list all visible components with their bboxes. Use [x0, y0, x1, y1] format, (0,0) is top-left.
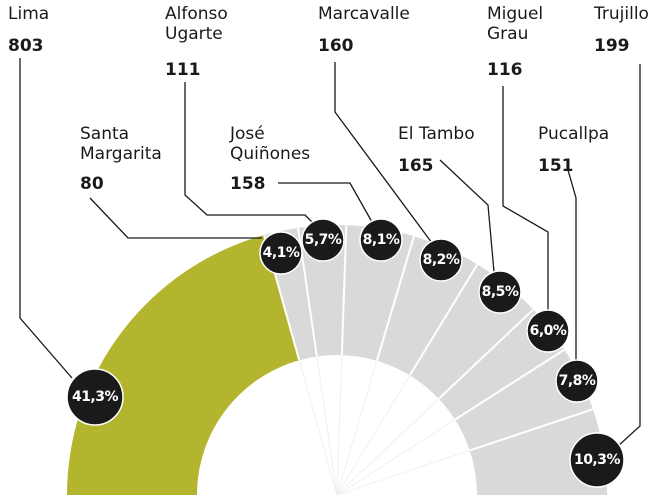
value-label: 8,1% — [363, 232, 400, 248]
category-label: José Quiñones — [230, 124, 311, 164]
inner-line — [336, 419, 456, 495]
value-label: 6,0% — [530, 323, 567, 339]
count-label: 151 — [538, 156, 574, 176]
value-label: 10,3% — [574, 452, 621, 468]
value-bubble — [301, 218, 345, 262]
category-label: Lima — [8, 4, 50, 24]
segment — [67, 235, 300, 495]
inner-line — [298, 360, 338, 495]
count-label: 116 — [487, 60, 523, 80]
leader-line — [334, 62, 433, 244]
value-label: 8,5% — [482, 284, 519, 300]
leader-line — [567, 169, 577, 362]
inner-line — [316, 356, 338, 495]
category-label: Alfonso Ugarte — [165, 4, 228, 44]
value-label: 41,3% — [72, 389, 119, 405]
segment — [469, 409, 607, 495]
count-label: 803 — [8, 36, 44, 56]
category-label: El Tambo — [398, 124, 475, 144]
inner-line — [336, 375, 411, 495]
leader-line — [19, 58, 73, 379]
leader-line — [439, 159, 495, 273]
separator — [408, 263, 479, 376]
category-label: Pucallpa — [538, 124, 610, 144]
leader-line — [502, 86, 549, 312]
count-label: 158 — [230, 174, 266, 194]
value-label: 4,1% — [263, 245, 300, 261]
value-bubble — [259, 231, 303, 275]
value-bubble — [526, 309, 570, 353]
inner-line — [336, 398, 440, 495]
value-bubble — [555, 359, 599, 403]
value-label: 5,7% — [305, 232, 342, 248]
category-label: Trujillo — [594, 4, 649, 24]
separator — [438, 308, 534, 400]
inner-line — [336, 355, 343, 495]
count-label: 111 — [165, 60, 201, 80]
separator — [340, 225, 348, 356]
leader-line — [184, 82, 315, 225]
leader-line — [617, 64, 641, 447]
value-label: 7,8% — [559, 373, 596, 389]
value-bubble — [569, 432, 625, 488]
count-label: 165 — [398, 156, 434, 176]
separator — [375, 235, 415, 362]
category-label: Santa Margarita — [80, 124, 162, 164]
value-bubble — [478, 270, 522, 314]
leader-line — [89, 197, 262, 239]
separator — [454, 348, 566, 421]
count-label: 160 — [318, 36, 354, 56]
value-bubble — [66, 368, 124, 426]
inner-line — [336, 450, 470, 495]
value-bubble — [359, 218, 403, 262]
value-label: 8,2% — [423, 252, 460, 268]
value-bubble — [419, 238, 463, 282]
separator — [469, 408, 594, 452]
category-label: Miguel Grau — [487, 4, 544, 44]
count-label: 80 — [80, 174, 104, 194]
count-label: 199 — [594, 36, 630, 56]
category-label: Marcavalle — [318, 4, 410, 24]
leader-line — [278, 182, 373, 223]
segment — [341, 225, 414, 361]
inner-line — [336, 360, 378, 495]
